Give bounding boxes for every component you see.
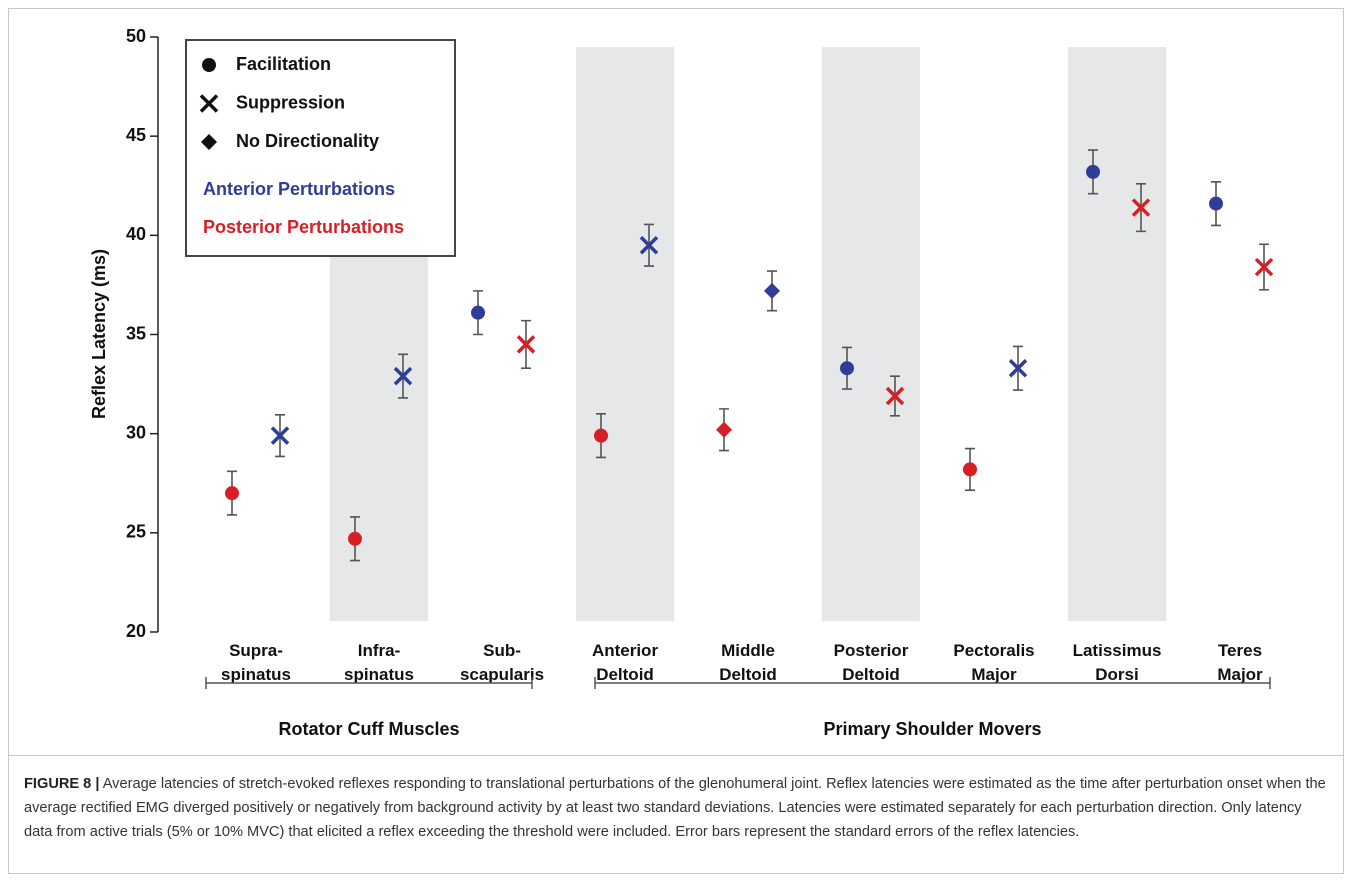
chart: Reflex Latency (ms) 20 25 30 35 40 45 50 Supra-… bbox=[89, 26, 1274, 739]
data-point bbox=[963, 462, 977, 477]
data-point bbox=[764, 282, 780, 299]
data-point bbox=[594, 428, 608, 443]
band bbox=[576, 47, 674, 621]
y-tick-label: 50 bbox=[126, 26, 146, 46]
band bbox=[822, 47, 920, 621]
x-tick-label: Teres Major bbox=[1217, 641, 1263, 684]
legend-label: Anterior Perturbations bbox=[203, 179, 395, 199]
x-tick-label: Anterior Deltoid bbox=[592, 641, 659, 684]
data-point bbox=[348, 531, 362, 546]
figure-frame bbox=[8, 8, 1344, 874]
x-tick-label: Middle Deltoid bbox=[719, 641, 777, 684]
data-point bbox=[639, 236, 659, 255]
x-tick-label: Latissimus Dorsi bbox=[1073, 641, 1162, 684]
caption-label: FIGURE 8 | bbox=[24, 776, 100, 792]
y-tick-label: 35 bbox=[126, 323, 146, 343]
data-point bbox=[716, 421, 732, 438]
data-point bbox=[393, 366, 413, 386]
data-point bbox=[885, 386, 905, 406]
data-point bbox=[225, 486, 239, 501]
y-tick-label: 45 bbox=[126, 125, 146, 145]
data-point bbox=[1086, 164, 1100, 179]
y-tick-label: 30 bbox=[126, 422, 146, 442]
legend-label: No Directionality bbox=[236, 131, 379, 151]
caption: FIGURE 8 | Average latencies of stretch-… bbox=[8, 755, 1344, 844]
legend-label: Suppression bbox=[236, 92, 345, 112]
x-tick-label: Supra-spinatus bbox=[221, 641, 291, 684]
y-tick-label: 25 bbox=[126, 522, 146, 542]
legend-label: Facilitation bbox=[236, 54, 331, 74]
legend-box bbox=[185, 39, 456, 257]
caption-text: Average latencies of stretch-evoked refl… bbox=[24, 776, 1326, 840]
data-point bbox=[1008, 358, 1028, 378]
y-tick-label: 20 bbox=[126, 621, 146, 641]
x-tick-label: Infra-spinatus bbox=[344, 641, 414, 684]
y-tick-label: 40 bbox=[126, 224, 146, 244]
data-point bbox=[516, 335, 536, 354]
x-tick-label: Pectoralis Major bbox=[953, 641, 1034, 684]
legend-marker bbox=[202, 58, 216, 72]
x-tick-label: Posterior Deltoid bbox=[834, 641, 909, 684]
band bbox=[1068, 47, 1166, 621]
legend-marker bbox=[199, 94, 219, 113]
data-point bbox=[270, 426, 290, 445]
y-axis-label: Reflex Latency (ms) bbox=[89, 249, 109, 419]
x-tick-label: Sub-scapularis bbox=[460, 641, 544, 684]
data-point bbox=[1254, 257, 1274, 277]
data-point bbox=[840, 361, 854, 376]
data-point bbox=[1131, 198, 1151, 217]
legend-marker bbox=[201, 134, 217, 150]
data-point bbox=[471, 305, 485, 320]
group-label: Rotator Cuff Muscles bbox=[278, 719, 459, 739]
data-point bbox=[1209, 196, 1223, 211]
legend-label: Posterior Perturbations bbox=[203, 217, 404, 237]
group-label: Primary Shoulder Movers bbox=[823, 719, 1041, 739]
